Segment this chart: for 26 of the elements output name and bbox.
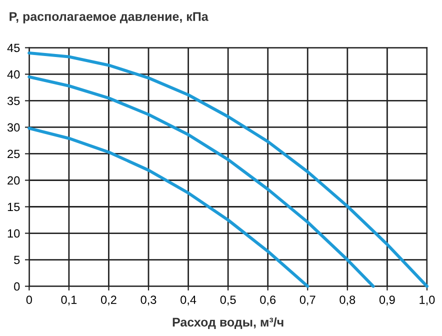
- x-tick-label: 0,5: [220, 296, 236, 306]
- x-tick-label: 0,1: [61, 296, 77, 306]
- x-tick-label: 0: [26, 296, 32, 304]
- x-tick-label: 0,6: [260, 296, 276, 306]
- y-tick-label: 5: [14, 256, 20, 264]
- y-tick-label: 30: [7, 123, 20, 132]
- line-series: [28, 51, 428, 288]
- line-series: [28, 126, 310, 288]
- x-tick-label: 0,2: [100, 296, 116, 306]
- x-axis-title: Расход воды, м³/ч: [172, 317, 284, 329]
- x-tick-label: 0,9: [379, 296, 395, 306]
- x-tick-label: 0,8: [340, 296, 356, 306]
- x-tick-label: 0,7: [300, 296, 316, 306]
- y-tick-label: 15: [8, 202, 20, 212]
- y-tick-label: 0: [14, 282, 20, 291]
- y-tick-label: 25: [8, 150, 20, 158]
- y-axis-title: P, располагаемое давление, кПа: [10, 12, 208, 24]
- x-tick-label: 1,0: [420, 296, 435, 306]
- x-tick-label: 0,3: [140, 296, 156, 306]
- y-tick-label: 35: [7, 96, 20, 106]
- y-tick-label: 45: [7, 44, 20, 52]
- y-tick-label: 10: [8, 229, 20, 238]
- y-tick-label: 20: [8, 176, 20, 185]
- x-tick-label: 0,4: [180, 296, 196, 306]
- line-series: [28, 75, 375, 288]
- y-tick-label: 40: [7, 70, 20, 79]
